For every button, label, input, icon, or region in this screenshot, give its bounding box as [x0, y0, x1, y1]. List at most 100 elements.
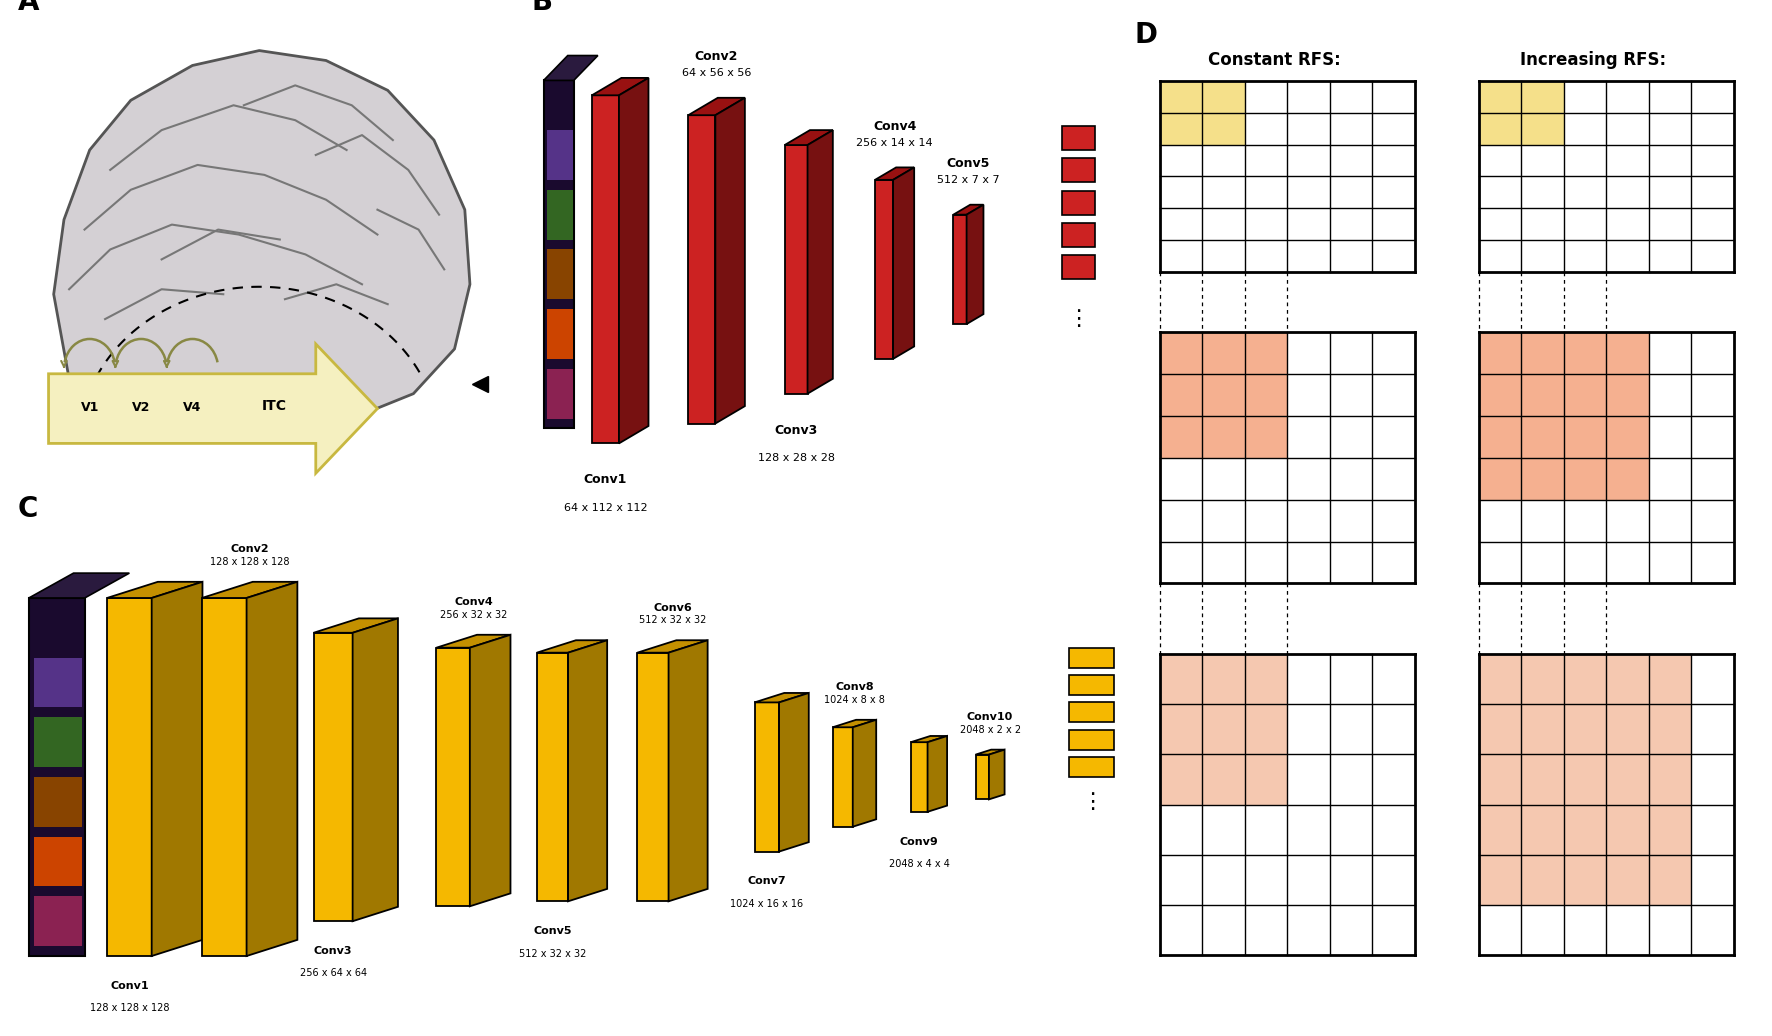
Text: B: B — [532, 0, 553, 16]
Polygon shape — [544, 81, 574, 429]
Bar — [1159, 704, 1201, 754]
Polygon shape — [953, 214, 966, 324]
Text: ⋮: ⋮ — [1067, 309, 1090, 329]
Bar — [1605, 754, 1648, 805]
Polygon shape — [953, 205, 983, 214]
Polygon shape — [246, 582, 298, 956]
Bar — [1201, 81, 1244, 113]
Bar — [1520, 333, 1563, 374]
Text: 128 x 28 x 28: 128 x 28 x 28 — [758, 454, 835, 463]
Text: 1024 x 8 x 8: 1024 x 8 x 8 — [824, 695, 884, 704]
Bar — [1201, 113, 1244, 145]
Bar — [1478, 654, 1520, 704]
Polygon shape — [688, 97, 744, 115]
Polygon shape — [852, 720, 875, 827]
Polygon shape — [544, 56, 597, 81]
Bar — [1069, 648, 1115, 667]
Polygon shape — [875, 168, 914, 180]
Polygon shape — [966, 205, 983, 324]
Bar — [546, 369, 572, 419]
Bar — [1563, 704, 1605, 754]
Polygon shape — [53, 51, 470, 429]
Polygon shape — [470, 635, 510, 906]
Bar — [1605, 374, 1648, 416]
Polygon shape — [436, 648, 470, 906]
Text: Conv3: Conv3 — [314, 946, 353, 956]
Polygon shape — [638, 653, 668, 901]
Text: A: A — [18, 0, 39, 16]
Polygon shape — [537, 640, 608, 653]
Bar — [1520, 754, 1563, 805]
Polygon shape — [618, 78, 649, 443]
Polygon shape — [927, 736, 946, 812]
Bar — [1201, 654, 1244, 704]
Text: 256 x 64 x 64: 256 x 64 x 64 — [299, 969, 367, 978]
Polygon shape — [688, 115, 716, 424]
Bar — [1520, 855, 1563, 905]
Bar — [1478, 333, 1520, 374]
Text: V4: V4 — [183, 401, 202, 413]
Bar — [1563, 654, 1605, 704]
Bar — [34, 777, 83, 827]
Text: 128 x 128 x 128: 128 x 128 x 128 — [90, 1003, 168, 1013]
Bar — [1648, 654, 1690, 704]
Bar — [1648, 805, 1690, 855]
Bar — [546, 309, 572, 358]
Bar — [1648, 855, 1690, 905]
Bar — [1520, 704, 1563, 754]
Bar — [1244, 333, 1286, 374]
Polygon shape — [314, 618, 399, 633]
Polygon shape — [755, 702, 780, 852]
Bar — [1061, 126, 1095, 150]
Text: Conv4: Conv4 — [874, 119, 916, 133]
Bar — [1563, 333, 1605, 374]
Bar — [1563, 416, 1605, 458]
Polygon shape — [716, 97, 744, 424]
Polygon shape — [537, 653, 569, 901]
Bar — [1069, 757, 1115, 777]
Bar — [1605, 805, 1648, 855]
Polygon shape — [638, 640, 707, 653]
Text: D: D — [1134, 21, 1157, 49]
Polygon shape — [106, 582, 202, 598]
Bar — [1201, 374, 1244, 416]
Bar — [1244, 754, 1286, 805]
Polygon shape — [989, 750, 1005, 800]
Bar — [1159, 416, 1201, 458]
Polygon shape — [976, 750, 1005, 754]
Bar — [1201, 754, 1244, 805]
Bar — [1069, 729, 1115, 750]
Bar — [1563, 374, 1605, 416]
Text: Conv6: Conv6 — [654, 603, 691, 613]
Polygon shape — [911, 742, 927, 812]
Bar — [1520, 654, 1563, 704]
Polygon shape — [152, 582, 202, 956]
Polygon shape — [48, 344, 377, 473]
Polygon shape — [668, 640, 707, 901]
Text: V2: V2 — [131, 401, 151, 413]
Text: 2048 x 2 x 2: 2048 x 2 x 2 — [959, 725, 1021, 735]
Polygon shape — [592, 78, 649, 95]
Text: C: C — [18, 495, 37, 523]
Bar — [546, 190, 572, 239]
Polygon shape — [314, 633, 353, 921]
Bar — [1520, 374, 1563, 416]
Bar — [1605, 855, 1648, 905]
Text: 2048 x 4 x 4: 2048 x 4 x 4 — [890, 859, 950, 869]
Bar — [1478, 416, 1520, 458]
Text: V1: V1 — [80, 401, 99, 413]
Bar — [1069, 702, 1115, 722]
Bar — [1244, 704, 1286, 754]
Bar — [1520, 805, 1563, 855]
Text: Constant RFS:: Constant RFS: — [1209, 51, 1341, 68]
Bar — [1478, 458, 1520, 499]
Polygon shape — [893, 168, 914, 358]
Polygon shape — [785, 131, 833, 145]
Polygon shape — [833, 720, 875, 727]
Polygon shape — [569, 640, 608, 901]
Bar — [1520, 416, 1563, 458]
Text: 256 x 32 x 32: 256 x 32 x 32 — [439, 610, 507, 620]
Bar — [34, 717, 83, 767]
Bar — [1159, 333, 1201, 374]
Text: 256 x 14 x 14: 256 x 14 x 14 — [856, 138, 932, 147]
